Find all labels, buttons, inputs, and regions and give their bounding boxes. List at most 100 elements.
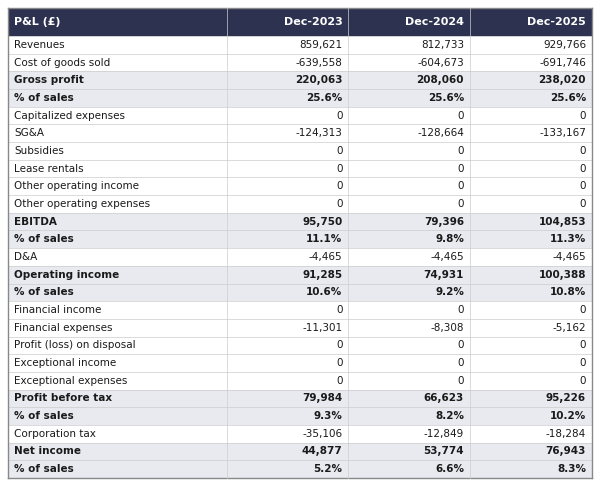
Text: Other operating expenses: Other operating expenses [14,199,150,209]
Text: -4,465: -4,465 [309,252,343,262]
Text: 0: 0 [457,305,464,315]
Text: -18,284: -18,284 [546,429,586,439]
Text: 0: 0 [580,376,586,386]
Text: 100,388: 100,388 [539,270,586,279]
Text: 66,623: 66,623 [424,394,464,403]
Text: 0: 0 [580,146,586,156]
Text: 0: 0 [580,164,586,174]
Bar [8,425,592,443]
Bar [8,177,592,195]
Text: 0: 0 [457,164,464,174]
Bar [8,53,592,71]
Text: 0: 0 [457,340,464,350]
Text: Dec-2024: Dec-2024 [405,17,464,27]
Text: 0: 0 [336,305,343,315]
Text: 9.8%: 9.8% [435,234,464,244]
Text: Gross profit: Gross profit [14,75,84,85]
Text: 0: 0 [457,181,464,191]
Text: 0: 0 [580,110,586,121]
Bar [8,230,592,248]
Bar [8,460,592,478]
Text: 6.6%: 6.6% [435,464,464,474]
Text: 0: 0 [457,376,464,386]
Text: 79,984: 79,984 [302,394,343,403]
Text: Lease rentals: Lease rentals [14,164,83,174]
Text: Exceptional income: Exceptional income [14,358,116,368]
Bar [8,390,592,407]
Text: 0: 0 [580,358,586,368]
Text: 0: 0 [336,110,343,121]
Text: 95,750: 95,750 [302,217,343,226]
Text: Exceptional expenses: Exceptional expenses [14,376,127,386]
Text: Cost of goods sold: Cost of goods sold [14,57,110,68]
Text: 25.6%: 25.6% [306,93,343,103]
Text: Financial expenses: Financial expenses [14,323,113,333]
Text: % of sales: % of sales [14,93,74,103]
Text: Revenues: Revenues [14,40,65,50]
Text: -4,465: -4,465 [430,252,464,262]
Text: 0: 0 [457,358,464,368]
Text: Profit (loss) on disposal: Profit (loss) on disposal [14,340,136,350]
Bar [8,354,592,372]
Text: 44,877: 44,877 [302,447,343,456]
Text: % of sales: % of sales [14,287,74,297]
Text: 0: 0 [336,181,343,191]
Text: SG&A: SG&A [14,128,44,138]
Text: 10.8%: 10.8% [550,287,586,297]
Bar [8,248,592,266]
Text: 11.1%: 11.1% [306,234,343,244]
Bar [8,301,592,319]
Bar [8,36,592,53]
Text: Dec-2023: Dec-2023 [284,17,343,27]
Bar [8,107,592,124]
Bar [8,319,592,337]
Text: 53,774: 53,774 [424,447,464,456]
Bar [8,283,592,301]
Text: 9.3%: 9.3% [314,411,343,421]
Text: -11,301: -11,301 [302,323,343,333]
Bar [8,8,592,36]
Text: 0: 0 [580,199,586,209]
Text: % of sales: % of sales [14,234,74,244]
Bar [8,266,592,283]
Text: D&A: D&A [14,252,37,262]
Text: 9.2%: 9.2% [435,287,464,297]
Text: 220,063: 220,063 [295,75,343,85]
Text: 0: 0 [457,146,464,156]
Text: 0: 0 [457,110,464,121]
Text: -691,746: -691,746 [539,57,586,68]
Text: -4,465: -4,465 [553,252,586,262]
Text: Dec-2025: Dec-2025 [527,17,586,27]
Bar [8,443,592,460]
Text: % of sales: % of sales [14,464,74,474]
Text: 238,020: 238,020 [539,75,586,85]
Bar [8,407,592,425]
Text: 0: 0 [336,376,343,386]
Bar [8,372,592,390]
Text: 0: 0 [580,340,586,350]
Text: 79,396: 79,396 [424,217,464,226]
Text: Operating income: Operating income [14,270,119,279]
Text: 95,226: 95,226 [546,394,586,403]
Bar [8,124,592,142]
Text: -128,664: -128,664 [417,128,464,138]
Text: 0: 0 [336,358,343,368]
Text: 76,943: 76,943 [545,447,586,456]
Text: 8.2%: 8.2% [435,411,464,421]
Text: 91,285: 91,285 [302,270,343,279]
Text: -639,558: -639,558 [296,57,343,68]
Text: -604,673: -604,673 [417,57,464,68]
Text: 8.3%: 8.3% [557,464,586,474]
Text: Net income: Net income [14,447,81,456]
Text: Capitalized expenses: Capitalized expenses [14,110,125,121]
Text: 0: 0 [336,340,343,350]
Bar [8,142,592,160]
Bar [8,213,592,230]
Text: -12,849: -12,849 [424,429,464,439]
Text: 929,766: 929,766 [543,40,586,50]
Text: 0: 0 [336,146,343,156]
Text: Financial income: Financial income [14,305,101,315]
Text: Subsidies: Subsidies [14,146,64,156]
Text: -8,308: -8,308 [430,323,464,333]
Text: 10.6%: 10.6% [306,287,343,297]
